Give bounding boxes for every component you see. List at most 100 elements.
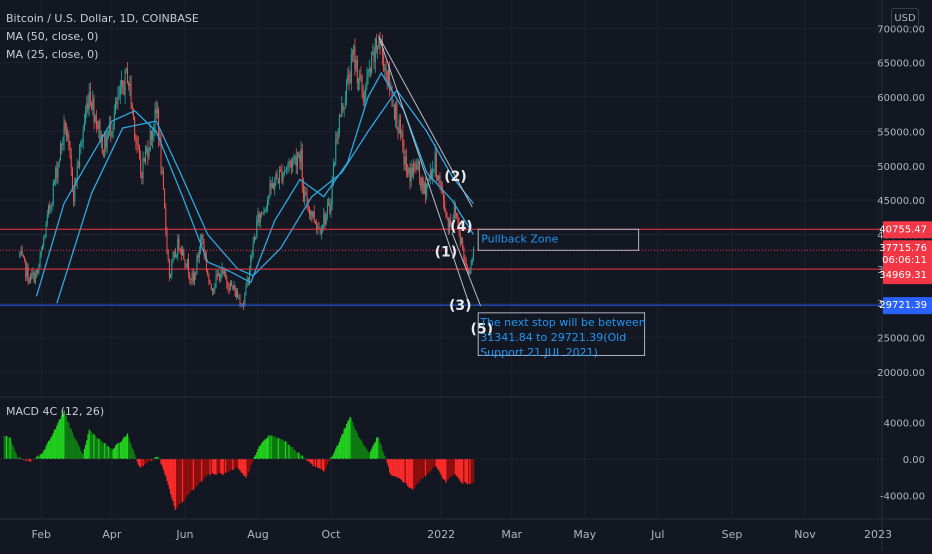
macd-bar: [86, 440, 88, 459]
candle-body: [47, 205, 49, 215]
candle-body: [319, 227, 321, 234]
macd-bar: [345, 424, 348, 459]
macd-bar: [190, 459, 192, 492]
macd-bar: [401, 459, 403, 481]
price-levels[interactable]: [0, 228, 882, 306]
pullback-zone-label: Pullback Zone: [481, 232, 558, 245]
macd-bar: [166, 459, 168, 482]
candle-body: [399, 119, 401, 134]
macd-bar: [140, 459, 142, 468]
ma50-legend[interactable]: MA (50, close, 0): [6, 30, 99, 43]
candle-body: [281, 170, 283, 182]
macd-bar: [298, 452, 300, 459]
macd-bar: [33, 458, 35, 460]
candle-body: [219, 273, 221, 281]
macd-legend[interactable]: MACD 4C (12, 26): [6, 405, 105, 418]
candle-body: [264, 209, 266, 211]
macd-bar: [180, 459, 183, 503]
wave-label: (2): [444, 169, 467, 185]
price-label-current: 37715.76: [879, 243, 927, 254]
candle-body: [245, 283, 247, 295]
macd-bar: [199, 459, 202, 482]
candle-body: [373, 51, 375, 63]
candle-body: [337, 133, 339, 140]
macd-bar: [427, 459, 429, 473]
macd-bar: [457, 459, 459, 478]
macd-bar: [448, 459, 451, 478]
candle-body: [470, 264, 472, 270]
macd-bar: [260, 443, 263, 459]
time-tick-label: Jun: [175, 528, 193, 541]
candle-body: [405, 156, 407, 172]
currency-button[interactable]: USD: [891, 8, 919, 28]
candle-body: [289, 161, 291, 164]
macd-bar: [392, 459, 394, 476]
candle-body: [229, 282, 231, 291]
macd-bar: [259, 445, 262, 459]
candle-body: [160, 139, 162, 174]
annotation-box: [477, 228, 640, 251]
macd-bar: [363, 446, 366, 459]
macd-bar: [27, 459, 29, 461]
macd-bar: [446, 459, 448, 480]
price-tick-label: 65000.00: [877, 59, 925, 70]
candle-body: [444, 201, 446, 212]
macd-bar: [181, 459, 184, 503]
macd-bar: [281, 439, 283, 459]
candle-body: [222, 268, 224, 274]
candle-body: [352, 54, 354, 56]
candle-body: [251, 255, 253, 257]
macd-bar: [50, 437, 52, 459]
moving-averages: [35, 71, 474, 304]
candle-body: [46, 214, 48, 223]
macd-bar: [284, 441, 287, 459]
macd-bar: [439, 459, 441, 473]
candle-body: [280, 170, 282, 172]
macd-bar: [304, 457, 306, 459]
candle-body: [324, 213, 326, 225]
candle-body: [135, 138, 137, 141]
candle-body: [257, 213, 259, 221]
price-tick-label: 70000.00: [877, 24, 925, 35]
candle-body: [288, 161, 290, 166]
macd-bar: [329, 459, 331, 462]
candle-body: [292, 159, 294, 168]
macd-bar: [307, 459, 309, 462]
candle-body: [419, 161, 421, 178]
macd-bar: [367, 451, 369, 459]
price-tick-label: 55000.00: [877, 127, 925, 138]
candle-body: [210, 283, 212, 289]
macd-bar: [403, 459, 405, 483]
candle-body: [154, 108, 156, 130]
macd-bar: [49, 440, 51, 459]
macd-bar: [143, 459, 145, 465]
ma25-legend[interactable]: MA (25, close, 0): [6, 48, 99, 61]
candle-body: [52, 182, 54, 204]
macd-bar: [95, 437, 98, 459]
candle-body: [197, 255, 199, 258]
macd-bar: [226, 459, 228, 473]
trendlines[interactable]: [378, 36, 482, 307]
macd-bar: [144, 459, 147, 465]
macd-bar: [149, 459, 151, 461]
candle-body: [300, 149, 302, 163]
macd-bar: [361, 441, 363, 459]
macd-bar: [397, 459, 399, 478]
time-tick-label: Jul: [650, 528, 664, 541]
candle-body: [138, 145, 140, 159]
candle-body: [68, 134, 70, 146]
wave-label: (5): [471, 321, 494, 337]
macd-bar: [468, 459, 470, 484]
macd-bar: [331, 456, 333, 459]
candle-body: [189, 274, 191, 280]
macd-bar: [117, 442, 119, 459]
annotations[interactable]: (2) (4) (1) (3) (5) Pullback Zone The next sto…: [435, 169, 646, 359]
candle-body: [434, 152, 436, 170]
macd-bar: [244, 459, 246, 476]
candle-body: [287, 165, 289, 168]
macd-bar: [296, 452, 299, 459]
candle-body: [171, 262, 173, 275]
macd-bar: [233, 459, 235, 469]
candle-body: [401, 132, 403, 134]
